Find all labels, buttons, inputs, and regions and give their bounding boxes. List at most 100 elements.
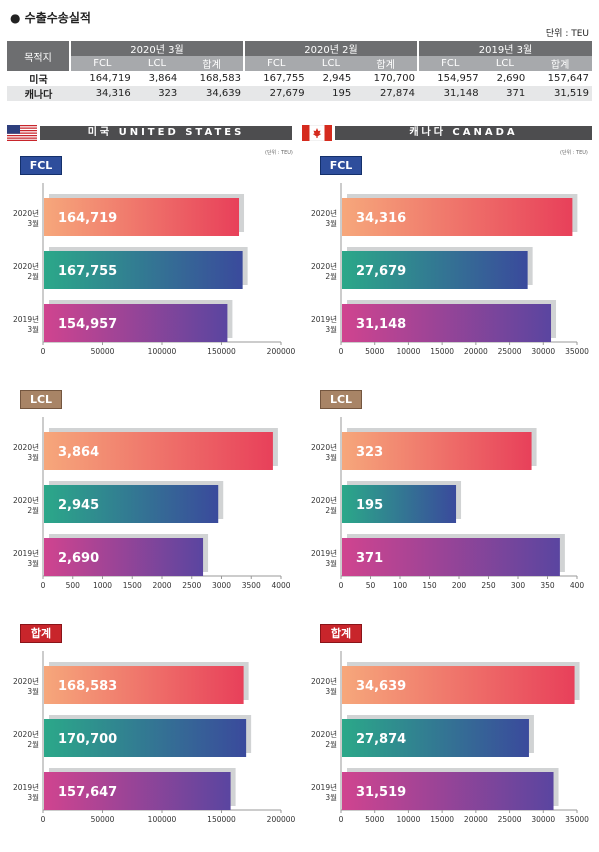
bar-value-label: 2,690	[58, 551, 99, 566]
table-row: 미국 164,719 3,864 168,583 167,755 2,945 1…	[7, 71, 592, 86]
y-tick-label: 2020년	[13, 261, 39, 271]
bar	[342, 772, 554, 810]
bar	[342, 666, 575, 704]
bar	[44, 251, 243, 289]
y-tick-label: 2월	[325, 271, 337, 281]
bar-value-label: 170,700	[58, 732, 117, 747]
y-tick-label: 2월	[325, 505, 337, 515]
x-tick-label: 20000	[464, 815, 488, 824]
y-tick-label: 2019년	[311, 314, 337, 324]
x-tick-label: 200	[452, 581, 467, 590]
col-header: LCL	[133, 56, 181, 71]
table-cell: 27,874	[354, 86, 418, 101]
table-cell: 157,647	[528, 71, 592, 86]
bar-value-label: 3,864	[58, 445, 99, 460]
table-row: 캐나다 34,316 323 34,639 27,679 195 27,874 …	[7, 86, 592, 101]
bar-value-label: 154,957	[58, 317, 117, 332]
y-tick-label: 2020년	[311, 442, 337, 452]
fcl-badge: FCL	[320, 156, 362, 175]
row-label: 미국	[7, 71, 70, 86]
bar-value-label: 164,719	[58, 211, 117, 226]
x-tick-label: 35000	[565, 815, 589, 824]
y-tick-label: 3월	[27, 452, 39, 462]
bar-value-label: 34,316	[356, 211, 406, 226]
bar-value-label: 323	[356, 445, 383, 460]
bar-value-label: 27,874	[356, 732, 406, 747]
y-tick-label: 2019년	[13, 548, 39, 558]
table-header-row: 목적지 2020년 3월 2020년 2월 2019년 3월	[7, 41, 592, 71]
x-tick-label: 0	[339, 815, 344, 824]
period-header: 2019년 3월	[416, 41, 592, 56]
summary-table: 목적지 2020년 3월 2020년 2월 2019년 3월 FCL LCL 합…	[7, 41, 592, 101]
unit-label: 단위 : TEU	[545, 29, 589, 39]
table-cell: 34,316	[70, 86, 134, 101]
x-tick-label: 10000	[396, 347, 420, 356]
chart-panel: 0 50000 100000 150000 200000164,7192020년3월16…	[13, 183, 296, 356]
table-cell: 2,945	[307, 71, 355, 86]
chart-panel: 0 50000 100000 150000 200000168,5832020년3월17…	[13, 651, 296, 824]
page-title-text: 수출수송실적	[24, 11, 91, 25]
y-tick-label: 2020년	[311, 676, 337, 686]
bar	[44, 719, 247, 757]
y-tick-label: 2월	[325, 739, 337, 749]
bar	[44, 304, 228, 342]
x-tick-label: 100	[393, 581, 408, 590]
x-tick-label: 2000	[152, 581, 171, 590]
y-tick-label: 2020년	[13, 676, 39, 686]
table-cell: 168,583	[180, 71, 244, 86]
y-tick-label: 3월	[325, 558, 337, 568]
us-flag-icon	[7, 125, 37, 141]
table-cell: 3,864	[133, 71, 181, 86]
col-header: 합계	[354, 56, 418, 71]
us-banner: 미국 UNITED STATES	[40, 126, 292, 140]
bar-value-label: 34,639	[356, 679, 406, 694]
bar-value-label: 168,583	[58, 679, 117, 694]
bar	[44, 772, 231, 810]
bar	[44, 432, 273, 470]
x-tick-label: 50000	[91, 347, 115, 356]
y-tick-label: 2020년	[13, 495, 39, 505]
bar	[342, 485, 457, 523]
x-tick-label: 4000	[271, 581, 290, 590]
canada-unit-label: (단위 : TEU)	[560, 150, 588, 156]
lcl-badge: LCL	[320, 390, 362, 409]
x-tick-label: 300	[511, 581, 526, 590]
bar	[44, 198, 240, 236]
bar-value-label: 31,148	[356, 317, 406, 332]
y-tick-label: 3월	[27, 218, 39, 228]
bar	[342, 432, 532, 470]
lcl-badge: LCL	[20, 390, 62, 409]
y-tick-label: 2월	[27, 505, 39, 515]
x-tick-label: 10000	[396, 815, 420, 824]
x-tick-label: 200000	[267, 815, 296, 824]
bar-value-label: 27,679	[356, 264, 406, 279]
table-cell: 154,957	[417, 71, 482, 86]
bar-value-label: 371	[356, 551, 383, 566]
y-tick-label: 2019년	[13, 782, 39, 792]
period-header: 2020년 2월	[242, 41, 418, 56]
y-tick-label: 3월	[325, 792, 337, 802]
col-header: 합계	[180, 56, 244, 71]
bar	[342, 304, 552, 342]
bar	[342, 198, 573, 236]
x-tick-label: 1000	[93, 581, 112, 590]
x-tick-label: 3000	[212, 581, 231, 590]
x-tick-label: 150000	[207, 815, 236, 824]
dest-header: 목적지	[7, 41, 70, 71]
table-cell: 195	[307, 86, 355, 101]
table-cell: 371	[481, 86, 529, 101]
x-tick-label: 5000	[365, 347, 384, 356]
x-tick-label: 100000	[148, 347, 177, 356]
x-tick-label: 15000	[430, 815, 454, 824]
table-cell: 164,719	[70, 71, 134, 86]
x-tick-label: 30000	[531, 815, 555, 824]
canada-flag-icon	[302, 125, 332, 141]
table-cell: 323	[133, 86, 181, 101]
bar	[44, 485, 219, 523]
x-tick-label: 350	[540, 581, 555, 590]
x-tick-label: 3500	[242, 581, 261, 590]
x-tick-label: 1500	[123, 581, 142, 590]
x-tick-label: 500	[66, 581, 81, 590]
x-tick-label: 0	[41, 581, 46, 590]
